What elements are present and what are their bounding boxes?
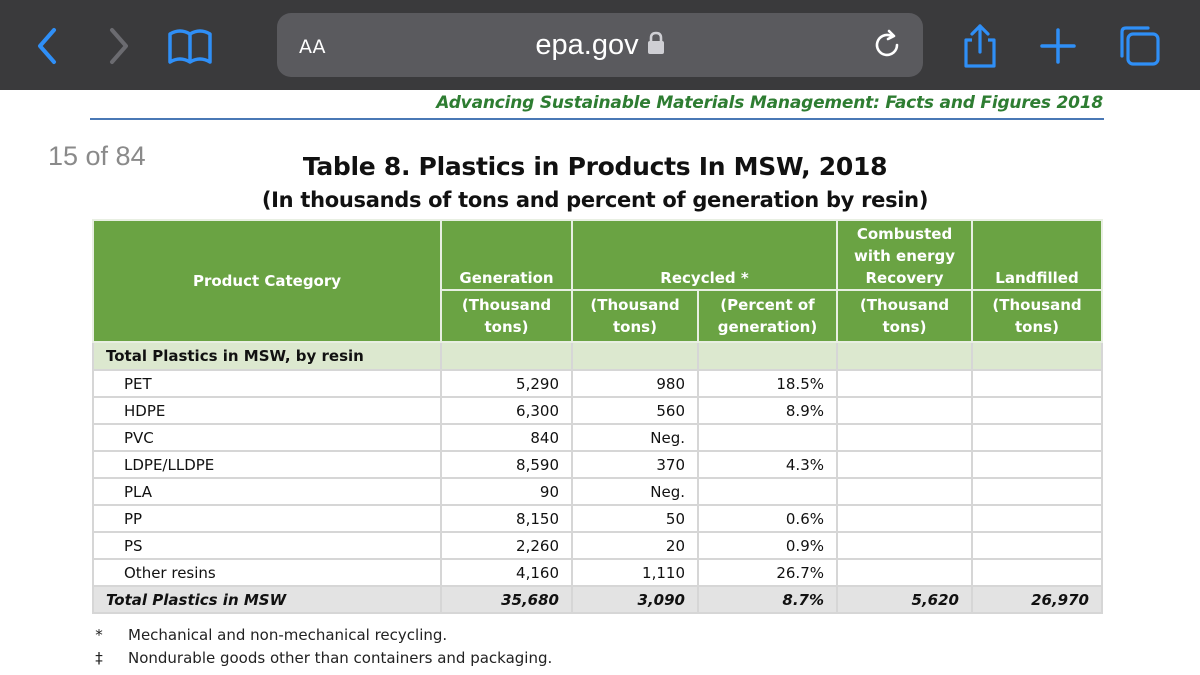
row-category: Other resins xyxy=(92,558,442,587)
unit-recycled-percent: (Percent of generation) xyxy=(697,289,838,343)
unit-landfilled: (Thousand tons) xyxy=(971,289,1103,343)
row-category: PS xyxy=(92,531,442,560)
row-combusted xyxy=(836,531,973,560)
plastics-table: Product Category Generation Recycled * C… xyxy=(92,219,1103,614)
row-category: LDPE/LLDPE xyxy=(92,450,442,479)
text-size-label: AA xyxy=(299,36,326,58)
table-row: PP 8,150 50 0.6% xyxy=(92,504,1103,533)
footnote-symbol: * xyxy=(95,626,103,644)
row-recycled-percent xyxy=(697,423,838,452)
back-chevron-icon[interactable] xyxy=(24,22,72,70)
row-recycled-percent xyxy=(697,477,838,506)
row-generation: 8,150 xyxy=(440,504,573,533)
url-text: epa.gov xyxy=(535,29,639,61)
bookmarks-book-icon[interactable] xyxy=(166,22,214,70)
row-generation: 2,260 xyxy=(440,531,573,560)
total-generation: 35,680 xyxy=(440,585,573,614)
total-combusted: 5,620 xyxy=(836,585,973,614)
table-body: PET 5,290 980 18.5% HDPE 6,300 560 8.9% PVC 840 Ne… xyxy=(92,369,1103,587)
table-row: PS 2,260 20 0.9% xyxy=(92,531,1103,560)
page-indicator: 15 of 84 xyxy=(48,141,146,171)
row-landfilled xyxy=(971,504,1103,533)
row-generation: 90 xyxy=(440,477,573,506)
total-recycled-percent: 8.7% xyxy=(697,585,838,614)
row-combusted xyxy=(836,369,973,398)
tabs-icon[interactable] xyxy=(1114,22,1162,70)
share-icon[interactable] xyxy=(956,22,1004,70)
table-title: Table 8. Plastics in Products In MSW, 20… xyxy=(302,152,888,181)
row-generation: 5,290 xyxy=(440,369,573,398)
row-recycled-percent: 26.7% xyxy=(697,558,838,587)
header-product-category: Product Category xyxy=(92,219,442,343)
unit-generation: (Thousand tons) xyxy=(440,289,573,343)
row-recycled-percent: 8.9% xyxy=(697,396,838,425)
url-display: epa.gov xyxy=(277,29,923,62)
table-row: LDPE/LLDPE 8,590 370 4.3% xyxy=(92,450,1103,479)
row-landfilled xyxy=(971,450,1103,479)
table-row: HDPE 6,300 560 8.9% xyxy=(92,396,1103,425)
row-recycled-tons: Neg. xyxy=(571,477,699,506)
reload-icon[interactable] xyxy=(869,27,905,68)
row-recycled-percent: 4.3% xyxy=(697,450,838,479)
row-recycled-tons: 20 xyxy=(571,531,699,560)
row-combusted xyxy=(836,504,973,533)
row-recycled-tons: 1,110 xyxy=(571,558,699,587)
footnote-symbol: ‡ xyxy=(95,649,103,667)
row-generation: 840 xyxy=(440,423,573,452)
table-subtitle: (In thousands of tons and percent of gen… xyxy=(261,188,929,212)
address-bar[interactable]: AA epa.gov xyxy=(277,13,923,77)
row-generation: 4,160 xyxy=(440,558,573,587)
text-size-button[interactable]: AA xyxy=(299,29,326,63)
row-recycled-percent: 0.9% xyxy=(697,531,838,560)
row-category: PLA xyxy=(92,477,442,506)
header-recycled: Recycled * xyxy=(571,219,838,291)
row-landfilled xyxy=(971,477,1103,506)
total-recycled-tons: 3,090 xyxy=(571,585,699,614)
unit-combusted: (Thousand tons) xyxy=(836,289,973,343)
row-category: PET xyxy=(92,369,442,398)
row-recycled-tons: 50 xyxy=(571,504,699,533)
row-category: PVC xyxy=(92,423,442,452)
row-generation: 6,300 xyxy=(440,396,573,425)
header-generation: Generation xyxy=(440,219,573,291)
table-row: PET 5,290 980 18.5% xyxy=(92,369,1103,398)
browser-toolbar: AA epa.gov xyxy=(0,0,1200,90)
row-landfilled xyxy=(971,531,1103,560)
row-combusted xyxy=(836,558,973,587)
unit-recycled-tons: (Thousand tons) xyxy=(571,289,699,343)
row-category: HDPE xyxy=(92,396,442,425)
row-recycled-percent: 0.6% xyxy=(697,504,838,533)
table-row: PVC 840 Neg. xyxy=(92,423,1103,452)
lock-icon xyxy=(647,30,665,62)
row-recycled-tons: 560 xyxy=(571,396,699,425)
row-recycled-tons: 370 xyxy=(571,450,699,479)
row-category: PP xyxy=(92,504,442,533)
total-landfilled: 26,970 xyxy=(971,585,1103,614)
row-recycled-tons: 980 xyxy=(571,369,699,398)
row-recycled-tons: Neg. xyxy=(571,423,699,452)
row-landfilled xyxy=(971,369,1103,398)
header-rule xyxy=(90,118,1104,120)
table-row: Other resins 4,160 1,110 26.7% xyxy=(92,558,1103,587)
row-recycled-percent: 18.5% xyxy=(697,369,838,398)
row-landfilled xyxy=(971,558,1103,587)
footnote-text: Nondurable goods other than containers a… xyxy=(128,649,553,667)
section-label: Total Plastics in MSW, by resin xyxy=(92,341,442,371)
total-row: Total Plastics in MSW 35,680 3,090 8.7% … xyxy=(92,585,1103,614)
footnote-text: Mechanical and non-mechanical recycling. xyxy=(128,626,448,644)
row-combusted xyxy=(836,450,973,479)
header-combusted: Combusted with energy Recovery xyxy=(836,219,973,291)
row-landfilled xyxy=(971,423,1103,452)
total-category: Total Plastics in MSW xyxy=(92,585,442,614)
row-combusted xyxy=(836,423,973,452)
forward-chevron-icon[interactable] xyxy=(94,22,142,70)
table-row: PLA 90 Neg. xyxy=(92,477,1103,506)
new-tab-plus-icon[interactable] xyxy=(1034,22,1082,70)
row-combusted xyxy=(836,396,973,425)
row-generation: 8,590 xyxy=(440,450,573,479)
running-header: Advancing Sustainable Materials Manageme… xyxy=(436,93,1103,113)
row-landfilled xyxy=(971,396,1103,425)
header-landfilled: Landfilled xyxy=(971,219,1103,291)
row-combusted xyxy=(836,477,973,506)
